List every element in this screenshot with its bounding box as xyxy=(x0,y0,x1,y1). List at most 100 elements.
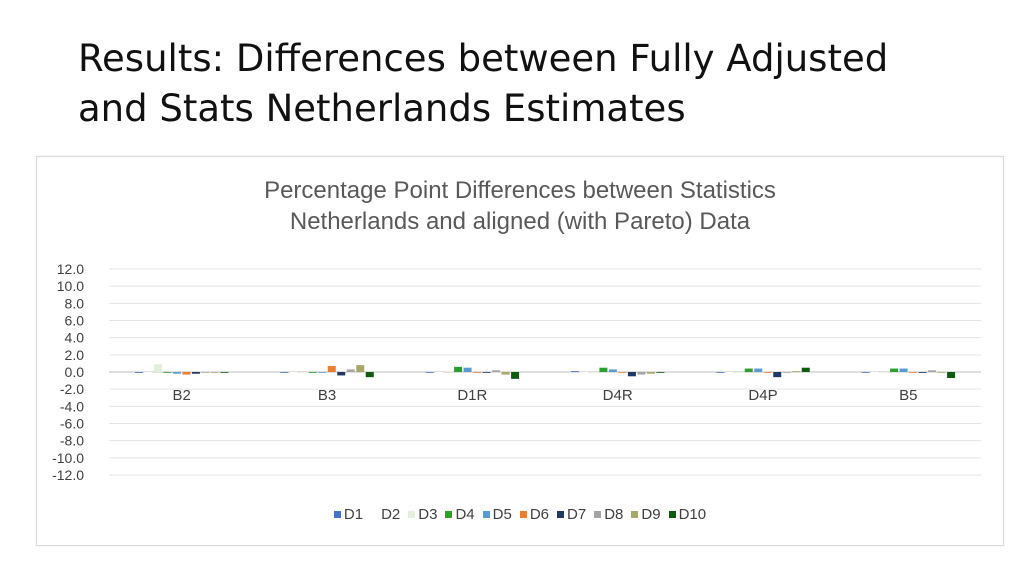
chart-title: Percentage Point Differences between Sta… xyxy=(37,175,1003,237)
category-label: B5 xyxy=(899,387,917,404)
y-tick-label: 12.0 xyxy=(57,261,84,277)
chart-title-line-1: Percentage Point Differences between Sta… xyxy=(264,177,776,204)
y-tick-label: -12.0 xyxy=(52,467,84,483)
bar-d1-d4p xyxy=(716,372,725,373)
bar-d6-b3 xyxy=(327,365,336,372)
bar-d5-b3 xyxy=(318,372,327,373)
bar-d9-d4r xyxy=(646,372,655,374)
legend-label: D6 xyxy=(529,506,550,523)
legend-swatch xyxy=(557,511,565,518)
category-label: D1R xyxy=(457,387,487,404)
bar-d4-b3 xyxy=(308,372,317,373)
bar-d9-b5 xyxy=(937,372,946,373)
bar-d1-b3 xyxy=(280,372,289,373)
bar-d6-d4r xyxy=(618,372,627,373)
bar-d3-d4r xyxy=(589,372,598,373)
legend-label: D3 xyxy=(418,506,438,523)
legend-item-d3: D3 xyxy=(408,506,437,523)
legend-item-d6: D6 xyxy=(519,506,550,523)
legend-item-d10: D10 xyxy=(668,506,707,523)
legend-swatch xyxy=(482,511,490,518)
bar-d10-b5 xyxy=(947,372,956,379)
y-tick-label: -2.0 xyxy=(60,381,84,397)
legend-item-d1: D1 xyxy=(333,506,364,523)
bar-d7-b3 xyxy=(337,372,346,376)
legend-swatch xyxy=(408,511,416,518)
bar-d5-d4p xyxy=(754,368,763,372)
bar-d4-d4r xyxy=(599,367,608,372)
bar-d7-b5 xyxy=(918,372,927,373)
category-label: B2 xyxy=(172,387,190,404)
bar-d8-b5 xyxy=(928,370,937,372)
bar-d2-d4r xyxy=(580,372,589,373)
bar-d3-d1r xyxy=(444,371,453,372)
legend-swatch xyxy=(445,511,453,518)
bar-d6-b2 xyxy=(182,372,191,375)
bar-d10-d4r xyxy=(656,372,665,373)
bar-d7-b2 xyxy=(191,372,200,374)
bar-d2-d1r xyxy=(435,372,444,373)
bar-d4-d1r xyxy=(454,366,463,372)
legend-label: D9 xyxy=(641,506,661,523)
bar-d7-d4r xyxy=(627,372,636,377)
bar-d2-b2 xyxy=(144,372,153,373)
bar-d1-d4r xyxy=(570,371,579,372)
y-tick-label: -4.0 xyxy=(60,398,84,414)
legend-swatch xyxy=(333,511,341,518)
y-tick-label: 6.0 xyxy=(65,313,85,329)
category-label: D4P xyxy=(748,387,777,404)
bar-d1-b5 xyxy=(861,372,870,373)
slide-title-line-2: and Stats Netherlands Estimates xyxy=(78,87,686,130)
bar-d3-b2 xyxy=(153,364,162,372)
bar-d6-d4p xyxy=(763,372,772,373)
y-tick-label: 2.0 xyxy=(65,347,85,363)
bar-d7-d1r xyxy=(482,372,491,373)
category-label: D4R xyxy=(603,387,633,404)
bar-d9-d4p xyxy=(792,371,801,372)
legend-item-d8: D8 xyxy=(594,506,623,523)
y-tick-label: -10.0 xyxy=(52,450,84,466)
bar-d10-b3 xyxy=(365,372,374,378)
bar-d2-b5 xyxy=(871,372,880,373)
legend-label: D2 xyxy=(381,506,401,523)
bar-d8-b3 xyxy=(346,369,355,372)
legend-swatch xyxy=(371,511,379,518)
bar-d2-b3 xyxy=(289,372,298,373)
legend-label: D10 xyxy=(678,506,707,523)
legend-item-d4: D4 xyxy=(445,506,475,523)
chart-legend: D1 D2 D3 D4 D5 D6 D7 D8 D9 D10 xyxy=(37,506,1003,523)
y-tick-label: 8.0 xyxy=(65,295,85,311)
bar-d8-d4p xyxy=(782,372,791,373)
y-tick-label: -6.0 xyxy=(60,416,84,432)
y-tick-label: 0.0 xyxy=(65,364,85,380)
bar-d9-b3 xyxy=(356,365,365,372)
bar-d7-d4p xyxy=(773,372,782,378)
bar-d5-b2 xyxy=(172,372,181,374)
legend-label: D1 xyxy=(343,506,364,523)
bar-d10-b2 xyxy=(220,372,229,373)
bar-d5-d1r xyxy=(463,367,472,372)
legend-swatch xyxy=(519,511,527,518)
legend-label: D4 xyxy=(455,506,475,523)
bar-d4-b5 xyxy=(890,368,899,372)
bar-d1-b2 xyxy=(134,372,143,373)
bar-d10-d4p xyxy=(801,367,810,372)
legend-item-d9: D9 xyxy=(631,506,661,523)
bar-chart-plot: 12.010.08.06.04.02.00.0-2.0-4.0-6.0-8.0-… xyxy=(52,261,981,483)
legend-label: D5 xyxy=(492,506,512,523)
bar-d8-d1r xyxy=(492,370,501,372)
y-tick-label: 10.0 xyxy=(57,278,84,294)
bar-d6-b5 xyxy=(909,372,918,373)
bar-d3-b3 xyxy=(299,372,308,373)
bar-d1-d1r xyxy=(425,372,434,373)
legend-item-d5: D5 xyxy=(482,506,512,523)
y-tick-label: -8.0 xyxy=(60,433,84,449)
bar-d10-d1r xyxy=(511,372,520,379)
bar-d5-d4r xyxy=(608,369,617,372)
legend-swatch xyxy=(631,511,639,518)
legend-item-d7: D7 xyxy=(557,506,586,523)
bar-d8-b2 xyxy=(201,372,210,373)
legend-swatch xyxy=(594,511,602,518)
legend-swatch xyxy=(668,511,676,518)
bar-d3-b5 xyxy=(880,372,889,373)
